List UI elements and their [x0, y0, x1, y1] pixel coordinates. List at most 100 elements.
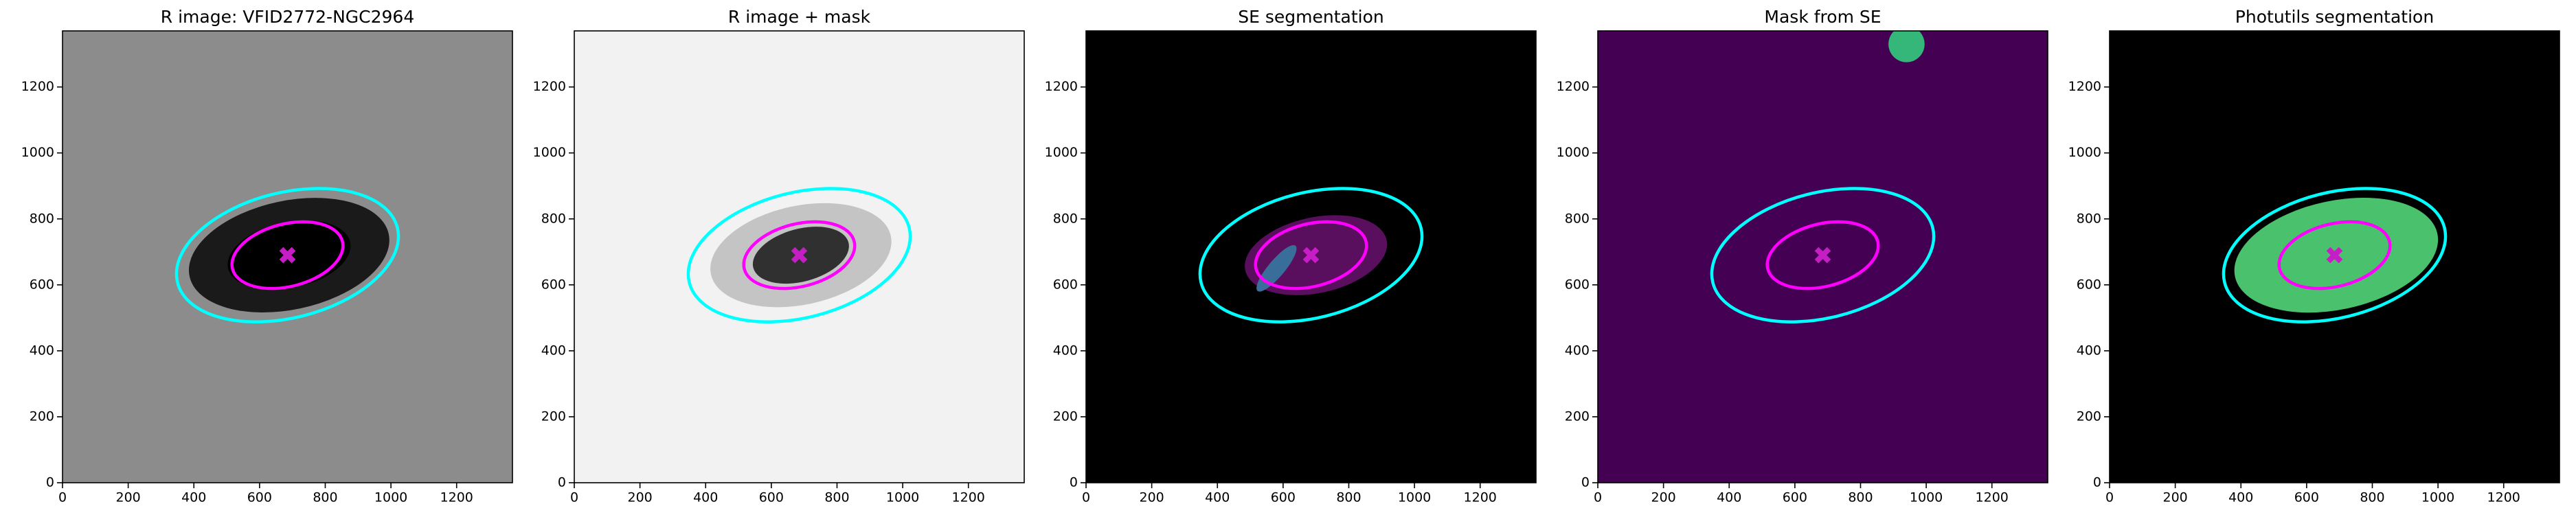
image: [1086, 31, 1536, 483]
aperture-ellipse: [2222, 187, 2448, 323]
y-tick-label: 800: [1053, 211, 1078, 226]
y-tick-label: 400: [1053, 343, 1078, 358]
aperture-ellipse: [1254, 220, 1368, 290]
y-tick-label: 0: [1581, 475, 1590, 490]
x-tick-label: 800: [824, 490, 849, 505]
region: [1256, 244, 1297, 292]
x-tick-label: 400: [693, 490, 718, 505]
y-tick-label: 1000: [1557, 145, 1590, 160]
axes-frame: [574, 30, 1025, 483]
axes-frame: [2109, 30, 2560, 483]
x-tick-label: 800: [1336, 490, 1361, 505]
image: [63, 31, 512, 483]
x-tick-label: 600: [2294, 490, 2319, 505]
y-tick-label: 400: [30, 343, 54, 358]
axes-frame: [1597, 30, 2048, 483]
y-tick-label: 1200: [533, 79, 566, 94]
x-tick-label: 600: [1271, 490, 1296, 505]
x-tick-label: 600: [1783, 490, 1807, 505]
x-tick-label: 0: [2105, 490, 2114, 505]
x-tick-label: 800: [2360, 490, 2384, 505]
x-tick-label: 200: [115, 490, 140, 505]
aperture-ellipse: [230, 220, 345, 290]
y-tick-label: 400: [541, 343, 566, 358]
y-tick-label: 1200: [21, 79, 54, 94]
center-marker: [2326, 247, 2343, 264]
panel: R image: VFID2772-NGC2964 0 200 400 600 800 10…: [21, 7, 513, 505]
x-tick-label: 400: [1717, 490, 1741, 505]
y-tick-label: 1000: [1045, 145, 1078, 160]
image: [2110, 31, 2560, 483]
y-tick-label: 1000: [533, 145, 566, 160]
y-tick-label: 1200: [1557, 79, 1590, 94]
y-tick-label: 1000: [2068, 145, 2101, 160]
y-tick-label: 600: [1053, 277, 1078, 292]
y-tick-label: 800: [541, 211, 566, 226]
x-tick-label: 1200: [1464, 490, 1497, 505]
x-tick-label: 800: [313, 490, 337, 505]
x-tick-label: 200: [2162, 490, 2187, 505]
x-tick-label: 1000: [2421, 490, 2454, 505]
panel: SE segmentation 0 200 400 600 800 1000 1200 0 200…: [1045, 7, 1537, 505]
y-tick-label: 200: [2077, 409, 2101, 424]
x-tick-label: 1000: [1910, 490, 1943, 505]
y-tick-label: 1200: [1045, 79, 1078, 94]
x-tick-label: 200: [627, 490, 652, 505]
y-tick-label: 1200: [2068, 79, 2101, 94]
y-tick-label: 800: [2077, 211, 2101, 226]
x-tick-label: 400: [1205, 490, 1230, 505]
y-tick-label: 0: [46, 475, 54, 490]
panel-title: R image + mask: [728, 7, 871, 27]
x-tick-label: 0: [1594, 490, 1602, 505]
x-tick-label: 0: [1082, 490, 1090, 505]
center-marker: [1814, 247, 1831, 264]
panel: R image + mask 0 200 400 600 800 1000 1200 0 200 4…: [533, 7, 1025, 505]
y-tick-label: 600: [30, 277, 54, 292]
aperture-ellipse: [1765, 220, 1880, 290]
panel-title: SE segmentation: [1238, 7, 1383, 27]
x-tick-label: 1200: [952, 490, 985, 505]
x-tick-label: 600: [759, 490, 784, 505]
region: [1888, 31, 1925, 62]
y-tick-label: 1000: [21, 145, 54, 160]
panel: Mask from SE 0 200 400 600 800 1000 1200 0 200 400…: [1557, 7, 2048, 505]
center-marker: [791, 247, 808, 264]
x-tick-label: 0: [58, 490, 67, 505]
image: [1598, 31, 2048, 483]
aperture-ellipse: [1198, 187, 1424, 323]
y-tick-label: 0: [558, 475, 566, 490]
y-tick-label: 200: [30, 409, 54, 424]
aperture-ellipse: [174, 187, 400, 323]
x-tick-label: 1200: [2487, 490, 2520, 505]
x-tick-label: 400: [181, 490, 206, 505]
y-tick-label: 200: [1565, 409, 1590, 424]
center-marker: [279, 247, 296, 264]
center-marker: [1302, 247, 1320, 264]
x-tick-label: 400: [2228, 490, 2253, 505]
y-tick-label: 0: [1070, 475, 1078, 490]
image: [574, 31, 1024, 483]
y-tick-label: 0: [2093, 475, 2101, 490]
x-tick-label: 200: [1651, 490, 1675, 505]
panel-title: R image: VFID2772-NGC2964: [161, 7, 414, 27]
y-tick-label: 400: [1565, 343, 1590, 358]
y-tick-label: 800: [30, 211, 54, 226]
x-tick-label: 800: [1848, 490, 1873, 505]
y-tick-label: 200: [541, 409, 566, 424]
x-tick-label: 1200: [1976, 490, 2009, 505]
aperture-ellipse: [742, 220, 857, 290]
aperture-ellipse: [1710, 187, 1936, 323]
x-tick-label: 1000: [886, 490, 919, 505]
y-tick-label: 600: [2077, 277, 2101, 292]
panel: Photutils segmentation 0 200 400 600 800 1000 1…: [2068, 7, 2560, 505]
panel-title: Photutils segmentation: [2235, 7, 2434, 27]
y-tick-label: 600: [541, 277, 566, 292]
x-tick-label: 1000: [1398, 490, 1431, 505]
y-tick-label: 600: [1565, 277, 1590, 292]
x-tick-label: 1200: [440, 490, 473, 505]
aperture-ellipse: [2277, 220, 2392, 290]
y-tick-label: 800: [1565, 211, 1590, 226]
x-tick-label: 600: [247, 490, 272, 505]
